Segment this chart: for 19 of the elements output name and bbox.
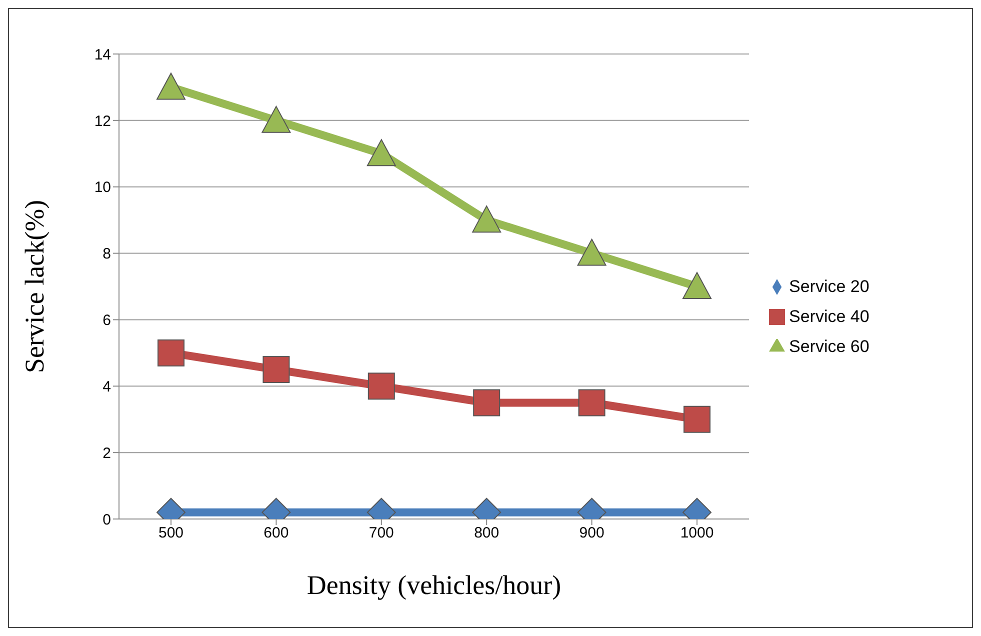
legend-label: Service 20 (789, 276, 870, 296)
y-tick-label: 4 (102, 378, 111, 396)
y-tick-label: 2 (102, 444, 111, 462)
y-tick-label: 8 (102, 246, 111, 263)
y-tick-label: 12 (94, 112, 111, 130)
y-tick-label: 10 (94, 179, 111, 196)
y-axis-title: Service lack(%) (20, 200, 50, 374)
x-tick-label: 600 (264, 524, 289, 542)
x-tick-label: 500 (158, 524, 184, 542)
legend-label: Service 40 (789, 306, 870, 326)
x-tick-label: 700 (368, 524, 394, 542)
x-tick-label: 800 (474, 524, 500, 542)
y-tick-label: 6 (102, 312, 111, 330)
y-tick-label: 0 (102, 511, 111, 528)
x-tick-label: 900 (579, 524, 604, 542)
legend-label: Service 60 (789, 336, 870, 356)
x-axis-title: Density (vehicles/hour) (306, 570, 562, 600)
x-tick-label: 1000 (680, 524, 714, 542)
y-tick-label: 14 (94, 46, 111, 64)
